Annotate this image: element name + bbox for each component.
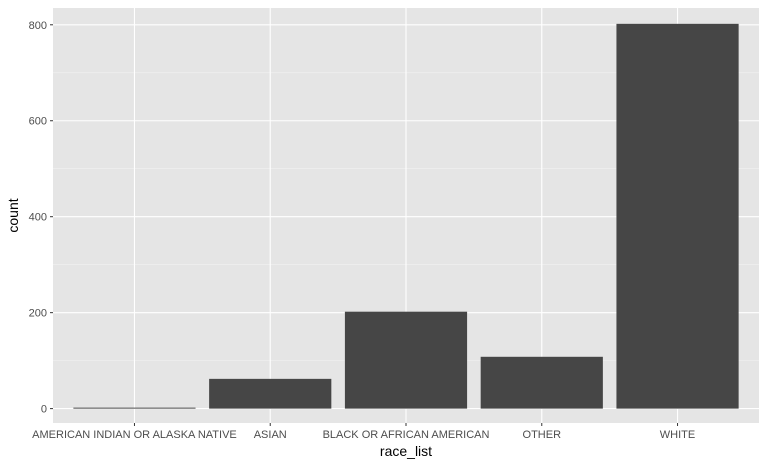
bars [73, 23, 739, 409]
y-tick-label: 800 [29, 20, 47, 32]
x-tick-label: AMERICAN INDIAN OR ALASKA NATIVE [32, 429, 237, 441]
bar [73, 407, 196, 409]
y-tick-label: 600 [29, 116, 47, 128]
bar [209, 378, 332, 409]
y-tick-label: 200 [29, 308, 47, 320]
x-tick-label: OTHER [523, 429, 562, 441]
bar [480, 356, 603, 409]
x-axis: AMERICAN INDIAN OR ALASKA NATIVE ASIAN BLA… [32, 423, 695, 441]
y-axis-title: count [5, 198, 21, 232]
y-axis: 0 200 400 600 800 [29, 20, 53, 416]
x-tick-label: BLACK OR AFRICAN AMERICAN [323, 429, 490, 441]
x-tick-label: WHITE [660, 429, 695, 441]
y-tick-label: 400 [29, 212, 47, 224]
bar [616, 23, 739, 409]
bar [344, 311, 468, 409]
x-tick-label: ASIAN [254, 429, 287, 441]
y-tick-label: 0 [41, 404, 47, 416]
x-axis-title: race_list [380, 443, 432, 459]
